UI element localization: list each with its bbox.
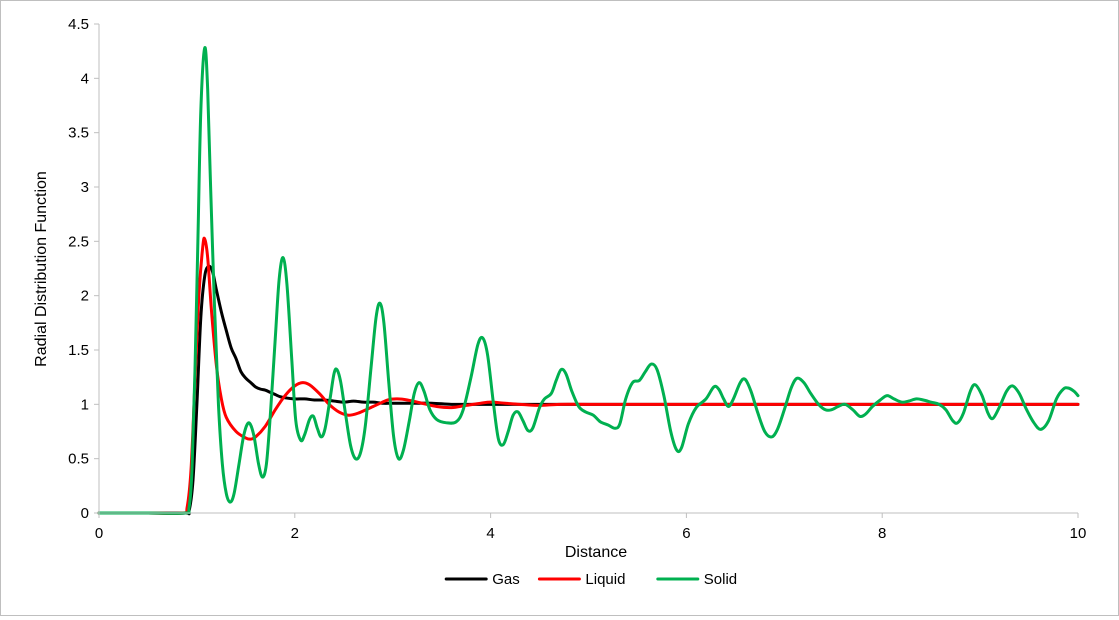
y-tick-label: 4 — [81, 70, 89, 87]
legend-label-solid: Solid — [704, 571, 737, 588]
legend-label-gas: Gas — [492, 571, 520, 588]
series-line-liquid — [97, 236, 1080, 515]
y-axis-title: Radial Distribution Function — [33, 171, 50, 367]
x-tick-label: 8 — [878, 525, 886, 542]
x-tick-label: 10 — [1070, 525, 1087, 542]
legend: Gas Liquid Solid — [444, 571, 737, 588]
x-tick-label: 4 — [486, 525, 494, 542]
x-tick-label: 0 — [95, 525, 103, 542]
x-tick-label: 6 — [682, 525, 690, 542]
y-tick-label: 3 — [81, 179, 89, 196]
series-line-gas — [97, 264, 1080, 516]
x-ticks: 0 2 4 6 8 10 — [95, 513, 1087, 542]
y-tick-label: 1 — [81, 396, 89, 413]
y-tick-label: 0.5 — [68, 451, 89, 468]
y-tick-label: 4.5 — [68, 16, 89, 33]
series-line-solid — [97, 46, 1080, 515]
y-tick-label: 2 — [81, 288, 89, 305]
y-tick-label: 0 — [81, 505, 89, 522]
y-tick-label: 2.5 — [68, 233, 89, 250]
x-axis-title: Distance — [565, 544, 627, 561]
y-tick-label: 3.5 — [68, 125, 89, 142]
y-ticks: 0 0.5 1 1.5 2 2.5 3 3.5 4 4.5 — [68, 16, 99, 522]
y-tick-label: 1.5 — [68, 342, 89, 359]
x-tick-label: 2 — [291, 525, 299, 542]
axes — [98, 24, 1078, 514]
plot-lines — [97, 46, 1080, 516]
legend-label-liquid: Liquid — [585, 571, 625, 588]
